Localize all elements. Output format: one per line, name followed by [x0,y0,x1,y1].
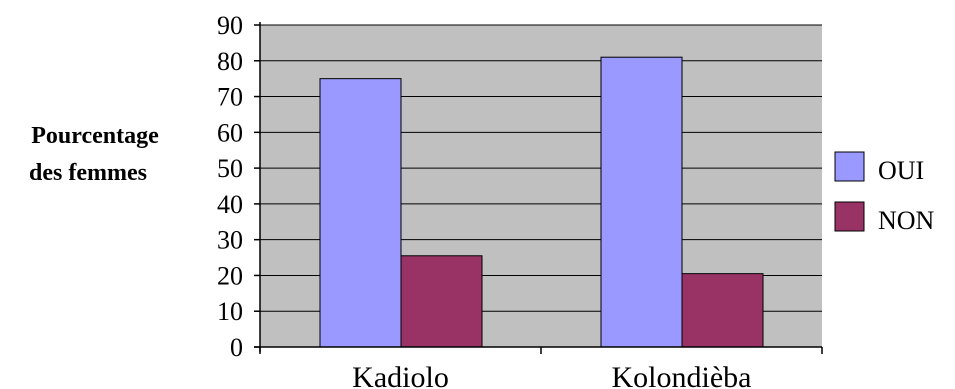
y-axis-label-line-2: des femmes [29,160,147,186]
y-axis-label: Pourcentage des femmes [29,123,159,186]
bar-non-1 [681,273,764,348]
bar-non-0 [400,255,483,348]
legend: OUI NON [834,151,935,235]
legend-label-non: NON [878,206,935,235]
bar-oui-1 [600,56,683,348]
y-tick-label-0: 0 [230,333,243,362]
x-category-label-1: Kolondièba [612,361,752,389]
bar-oui-0 [319,78,402,348]
x-category-label-0: Kadiolo [352,361,449,389]
x-axis: Kadiolo Kolondièba [259,347,823,389]
y-tick-label-30: 30 [217,226,243,255]
y-tick-label-90: 90 [217,11,243,40]
y-axis: 0 10 20 30 40 50 60 70 80 90 [217,11,260,362]
y-tick-label-80: 80 [217,47,243,76]
y-tick-label-40: 40 [217,190,243,219]
y-tick-label-70: 70 [217,83,243,112]
legend-label-oui: OUI [878,156,924,185]
plot-area [254,22,822,352]
y-axis-label-line-1: Pourcentage [31,123,159,149]
y-tick-label-50: 50 [217,154,243,183]
y-tick-label-10: 10 [217,297,243,326]
legend-swatch-non [834,201,865,232]
legend-swatch-oui [834,151,865,182]
y-tick-label-60: 60 [217,118,243,147]
y-tick-label-20: 20 [217,261,243,290]
